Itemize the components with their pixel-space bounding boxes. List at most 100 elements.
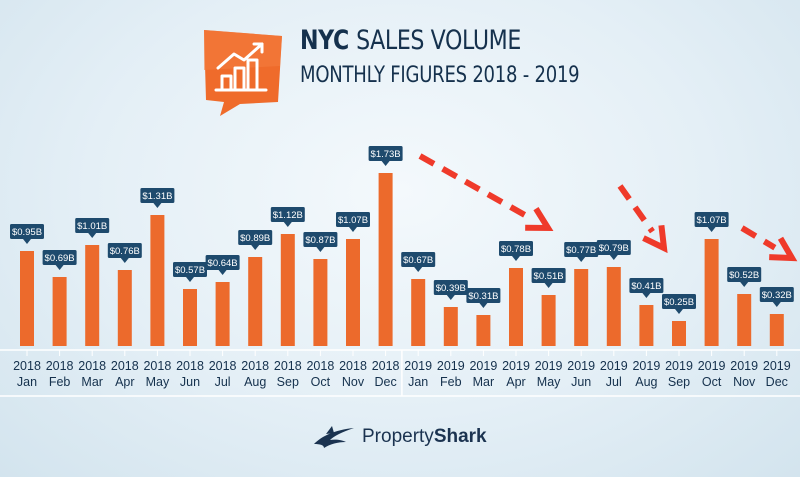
- data-label-box: [401, 252, 436, 267]
- x-tick-label-month: Apr: [115, 375, 134, 389]
- x-tick-label-month: Mar: [473, 375, 495, 389]
- data-label-text: $0.51B: [534, 271, 564, 282]
- data-label-pointer: [23, 239, 31, 244]
- data-label-box: [531, 268, 566, 283]
- data-label: $1.01B: [75, 218, 110, 238]
- data-label-box: [336, 212, 370, 227]
- data-label-pointer: [283, 222, 292, 227]
- trend-arrow-shaft: [617, 184, 655, 234]
- data-label: $0.67B: [401, 252, 436, 272]
- data-label-pointer: [675, 309, 683, 314]
- data-label: $0.25B: [662, 294, 696, 314]
- data-label-pointer: [642, 293, 651, 298]
- data-label-pointer: [153, 203, 162, 208]
- data-label: $0.52B: [727, 267, 762, 287]
- bar: [313, 259, 328, 346]
- data-label-box: [107, 243, 142, 258]
- x-tick-label-year: 2018: [111, 359, 139, 373]
- data-label-text: $1.73B: [371, 149, 401, 160]
- x-tick-label-year: 2018: [46, 359, 74, 373]
- bar: [672, 321, 686, 346]
- x-tick-label-month: Oct: [311, 375, 331, 389]
- title-bold: NYC: [300, 25, 349, 56]
- data-label-text: $0.52B: [729, 270, 759, 281]
- bar: [737, 294, 752, 346]
- data-label-text: $0.32B: [762, 290, 792, 301]
- data-label-text: $1.01B: [77, 221, 107, 232]
- data-label-pointer: [120, 258, 129, 263]
- data-label-text: $0.77B: [566, 245, 596, 256]
- title-block: NYC SALES VOLUME MONTHLY FIGURES 2018 - …: [300, 26, 641, 92]
- data-label-box: [694, 212, 729, 227]
- x-tick-label-month: Mar: [81, 375, 103, 389]
- x-tick-label-year: 2019: [632, 359, 660, 373]
- bar: [20, 251, 34, 346]
- data-label-box: [238, 230, 273, 245]
- bar: [443, 307, 458, 346]
- x-tick-label-year: 2019: [502, 359, 530, 373]
- data-label-pointer: [772, 302, 781, 307]
- bar: [52, 277, 67, 346]
- data-label-pointer: [609, 255, 618, 260]
- data-label: $1.73B: [368, 146, 403, 166]
- bar: [215, 282, 230, 346]
- data-label: $1.07B: [336, 212, 370, 232]
- data-label-pointer: [740, 282, 749, 287]
- trend-arrows: [418, 153, 798, 262]
- data-label-text: $0.87B: [305, 235, 335, 246]
- data-label-text: $0.25B: [664, 297, 694, 308]
- bar: [280, 234, 295, 346]
- x-tick-label-month: Jan: [408, 375, 428, 389]
- data-label: $0.32B: [759, 287, 794, 307]
- x-tick-label-month: Feb: [440, 375, 462, 389]
- x-tick-label-year: 2019: [665, 359, 693, 373]
- data-label-pointer: [186, 277, 194, 282]
- data-label: $0.78B: [499, 241, 533, 261]
- x-tick-label-month: Oct: [702, 375, 722, 389]
- x-tick-label-year: 2018: [176, 359, 204, 373]
- bar: [574, 269, 589, 346]
- x-tick-label-month: Aug: [635, 375, 657, 389]
- data-label: $0.41B: [629, 278, 664, 298]
- data-label-pointer: [316, 247, 325, 252]
- x-tick-label-year: 2018: [13, 359, 41, 373]
- bar: [85, 245, 100, 346]
- title-rest: SALES VOLUME: [356, 25, 521, 56]
- x-tick-label-year: 2018: [372, 359, 400, 373]
- data-label: $0.51B: [531, 268, 566, 288]
- chart-title: NYC SALES VOLUME: [300, 26, 579, 56]
- x-tick-label-year: 2019: [698, 359, 726, 373]
- data-label: $0.89B: [238, 230, 273, 250]
- data-label-box: [303, 232, 338, 247]
- data-label: $0.77B: [564, 242, 599, 262]
- trend-arrow-head: [642, 224, 668, 254]
- bar: [346, 239, 360, 346]
- x-tick-label-year: 2018: [143, 359, 171, 373]
- data-label: $1.12B: [270, 207, 305, 227]
- trend-arrow-head: [525, 207, 554, 232]
- data-label-box: [596, 240, 631, 255]
- bar: [378, 173, 393, 346]
- x-tick-label-year: 2019: [469, 359, 497, 373]
- data-label-text: $0.76B: [110, 246, 140, 257]
- x-tick-label-month: Nov: [342, 375, 365, 389]
- trend-arrow-shaft: [418, 153, 533, 221]
- x-axis: 2018 Jan 2018 Feb 2018 Mar 2018 Apr 2018 May 2018 J…: [0, 349, 800, 397]
- x-tick-label-year: 2018: [274, 359, 302, 373]
- x-tick-label-month: Jul: [215, 375, 231, 389]
- x-tick-label-month: May: [537, 375, 561, 389]
- trend-arrow-shaft: [740, 225, 777, 251]
- data-label-pointer: [381, 161, 390, 166]
- data-label: $0.39B: [433, 280, 468, 300]
- x-tick-label-month: Jan: [17, 375, 37, 389]
- data-label-text: $0.95B: [12, 227, 42, 238]
- growth-chart-icon: [204, 30, 282, 116]
- data-label-pointer: [218, 270, 227, 275]
- data-label: $0.69B: [42, 250, 77, 270]
- x-tick-label-month: Jul: [606, 375, 622, 389]
- data-label: $1.31B: [140, 188, 175, 208]
- data-label-text: $1.07B: [338, 215, 368, 226]
- data-label-box: [662, 294, 696, 309]
- data-label: $0.31B: [466, 288, 501, 308]
